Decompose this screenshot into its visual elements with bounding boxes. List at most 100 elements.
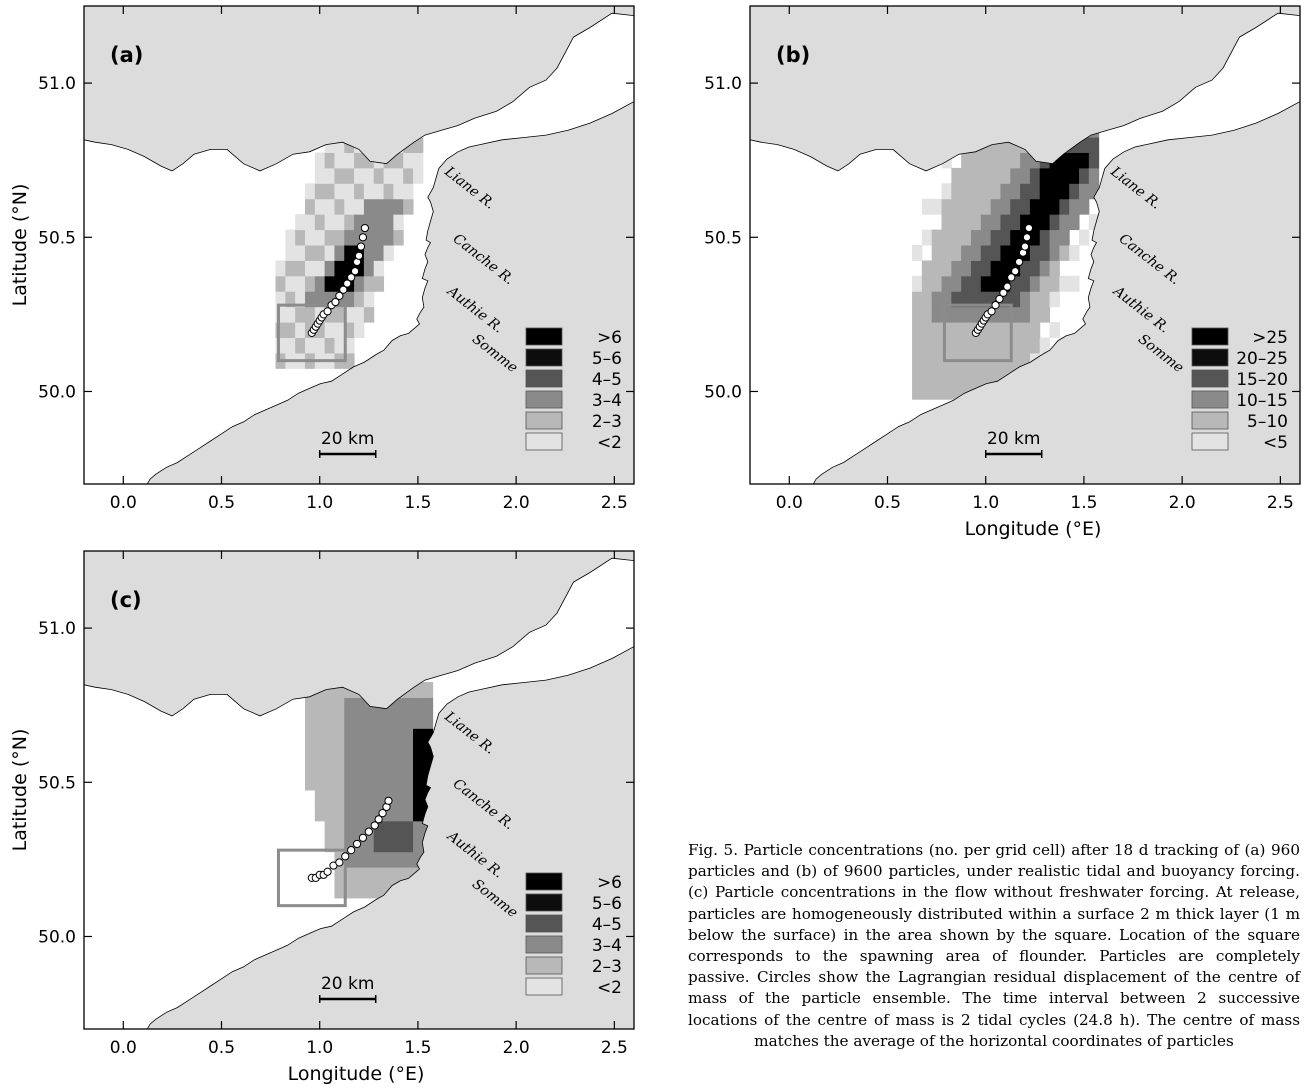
concentration-cell [304, 183, 316, 200]
concentration-cell [393, 805, 404, 822]
panel-frame [83, 5, 635, 485]
concentration-cell [324, 728, 335, 745]
concentration-cell [1039, 306, 1051, 323]
concentration-cell [275, 260, 286, 277]
concentration-cell [363, 882, 375, 899]
concentration-cell [951, 383, 962, 400]
concentration-cell [1059, 245, 1070, 261]
concentration-cell [931, 383, 943, 400]
concentration-cell [344, 167, 355, 184]
concentration-cell [921, 275, 933, 292]
concentration-cell [373, 774, 385, 791]
legend-label: <5 [1263, 433, 1288, 453]
concentration-cell [344, 183, 355, 200]
concentration-cell [1010, 245, 1021, 261]
concentration-cell [314, 167, 326, 184]
concentration-cell [961, 337, 972, 354]
concentration-cell [951, 183, 962, 200]
concentration-cell [373, 820, 385, 837]
concentration-cell [961, 291, 972, 308]
concentration-cell [354, 790, 365, 806]
concentration-cell [363, 851, 375, 868]
concentration-cell [304, 774, 316, 791]
concentration-cell [403, 820, 414, 837]
concentration-cell [941, 275, 952, 292]
legend-swatch [525, 935, 563, 954]
concentration-cell [970, 291, 982, 308]
concentration-cell [393, 759, 404, 776]
legend-label: 5–6 [592, 894, 622, 914]
legend-swatch [525, 872, 563, 891]
panel-frame [749, 5, 1301, 485]
concentration-cell [1049, 198, 1060, 215]
legend-label: 5–10 [1247, 412, 1288, 432]
concentration-cell [304, 198, 316, 215]
concentration-cell [383, 851, 394, 868]
concentration-cell [921, 383, 933, 400]
concentration-cell [931, 337, 943, 354]
concentration-cell [285, 306, 296, 323]
concentration-cell [344, 245, 355, 261]
centre-of-mass-marker [341, 852, 350, 861]
concentration-cell [304, 245, 316, 261]
france-coast [146, 646, 634, 1029]
concentration-cell [912, 306, 923, 323]
concentration-cell [393, 198, 404, 215]
legend-label: <2 [597, 433, 622, 453]
concentration-cell [344, 291, 355, 308]
concentration-cell [334, 245, 345, 261]
concentration-cell [1010, 337, 1021, 354]
concentration-cell [970, 368, 982, 385]
x-tick-label: 1.5 [404, 493, 431, 513]
concentration-cell [961, 214, 972, 231]
concentration-cell [275, 275, 286, 292]
concentration-cell [403, 774, 414, 791]
concentration-cell [1069, 275, 1080, 292]
concentration-cell [334, 152, 345, 169]
concentration-cell [403, 152, 414, 169]
centre-of-mass-marker [987, 307, 996, 316]
concentration-cell [1039, 337, 1051, 354]
concentration-cell [1020, 183, 1031, 200]
concentration-cell [961, 152, 972, 169]
concentration-cell [354, 774, 365, 791]
concentration-cell [951, 260, 962, 277]
concentration-cell [961, 245, 972, 261]
release-square [276, 848, 347, 908]
concentration-cell [1010, 275, 1021, 292]
concentration-cell [383, 245, 394, 261]
concentration-cell [921, 352, 933, 369]
concentration-cell [403, 790, 414, 806]
centre-of-mass-marker [354, 251, 364, 260]
concentration-cell [961, 229, 972, 246]
concentration-cell [295, 337, 306, 354]
concentration-cell [383, 198, 394, 215]
concentration-cell [1029, 291, 1041, 308]
concentration-cell [941, 291, 952, 308]
concentration-cell [1029, 275, 1041, 292]
concentration-cell [1000, 322, 1011, 339]
concentration-cell [1079, 137, 1090, 153]
concentration-cell [990, 137, 1001, 153]
england-coast [84, 551, 634, 717]
concentration-cell [422, 712, 434, 729]
concentration-cell [344, 697, 355, 714]
concentration-cell [980, 275, 992, 292]
concentration-cell [373, 836, 385, 853]
concentration-cell [334, 820, 345, 837]
legend-swatch [525, 956, 563, 975]
concentration-cell [1049, 167, 1060, 184]
legend-label: >6 [597, 873, 622, 893]
concentration-cell [314, 152, 326, 169]
concentration-cell [393, 790, 404, 806]
concentration-cell [1029, 167, 1041, 184]
concentration-cell [990, 167, 1001, 184]
concentration-cell [1020, 198, 1031, 215]
concentration-cell [951, 368, 962, 385]
concentration-cell [970, 152, 982, 169]
concentration-cell [941, 322, 952, 339]
concentration-cell [403, 697, 414, 714]
concentration-cell [334, 759, 345, 776]
concentration-cell [324, 291, 335, 308]
concentration-cell [1020, 214, 1031, 231]
